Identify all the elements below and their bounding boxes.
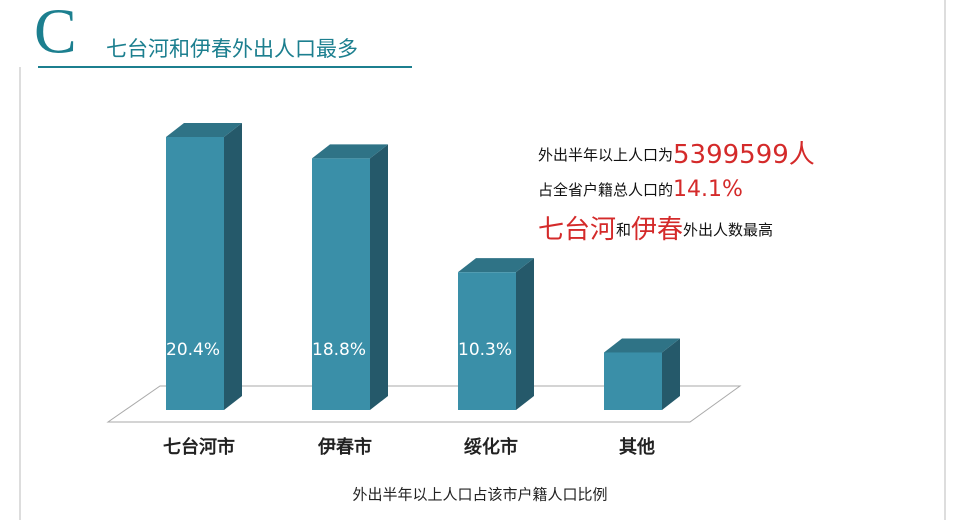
bar-top	[604, 338, 680, 353]
annotation-highlight: 伊春	[631, 215, 683, 245]
bar-side	[370, 144, 388, 411]
x-tick-label: 其他	[619, 436, 655, 458]
bar-side	[516, 258, 534, 410]
bar	[312, 158, 370, 410]
value-label: 10.3%	[458, 340, 512, 360]
bar	[458, 272, 516, 410]
value-label: 20.4%	[166, 340, 220, 360]
annotation-text: 占全省户籍总人口的	[538, 181, 673, 199]
annotation-line: 占全省户籍总人口的14.1%	[538, 177, 743, 202]
x-tick-label: 伊春市	[317, 436, 372, 458]
annotation-highlight: 14.1%	[673, 177, 743, 202]
annotation-highlight: 七台河	[538, 215, 616, 245]
annotation-text: 和	[616, 221, 631, 239]
bar	[166, 137, 224, 410]
value-label: 18.8%	[312, 340, 366, 360]
annotation-line: 七台河和伊春外出人数最高	[538, 215, 773, 245]
bar-top	[312, 144, 388, 159]
annotation-text: 外出人数最高	[683, 221, 773, 239]
x-tick-label: 七台河市	[163, 436, 235, 458]
annotation-text: 外出半年以上人口为	[538, 146, 673, 164]
x-axis-label: 外出半年以上人口占该市户籍人口比例	[352, 486, 607, 504]
header-title: 七台河和伊春外出人口最多	[106, 37, 358, 61]
bar-top	[166, 123, 242, 137]
bar-side	[662, 338, 680, 410]
bar-top	[458, 258, 534, 273]
bar-side	[224, 123, 242, 410]
bar	[604, 352, 662, 410]
annotation-line: 外出半年以上人口为5399599人	[538, 140, 815, 170]
x-tick-label: 绥化市	[464, 436, 518, 458]
header-letter: C	[34, 0, 77, 67]
floor	[106, 385, 742, 423]
annotation-highlight: 5399599人	[673, 140, 815, 170]
